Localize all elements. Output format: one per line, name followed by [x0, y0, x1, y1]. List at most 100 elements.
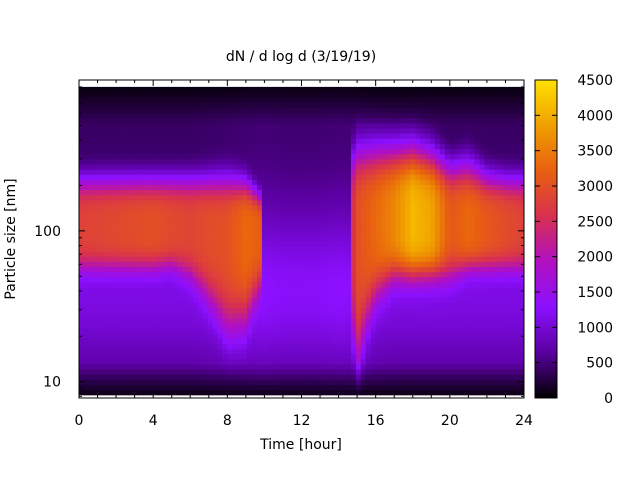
heatmap-cell: [93, 245, 100, 252]
heatmap-cell: [168, 297, 174, 303]
heatmap-cell: [83, 271, 90, 278]
heatmap-cell: [93, 204, 100, 211]
heatmap-cell: [405, 220, 411, 227]
heatmap-cell: [331, 276, 337, 283]
heatmap-cell: [449, 358, 456, 365]
heatmap-cell: [247, 133, 253, 139]
heatmap-cell: [271, 256, 278, 262]
heatmap-cell: [479, 343, 486, 350]
heatmap-cell: [192, 297, 199, 303]
heatmap-cell: [365, 358, 372, 365]
heatmap-cell: [197, 256, 204, 262]
heatmap-cell: [217, 107, 223, 114]
heatmap-cell: [222, 168, 228, 175]
heatmap-cell: [484, 92, 490, 98]
heatmap-cell: [375, 210, 382, 216]
heatmap-cell: [405, 276, 411, 283]
heatmap-cell: [222, 117, 228, 124]
heatmap-cell: [207, 220, 214, 227]
heatmap-cell: [242, 92, 248, 98]
heatmap-cell: [390, 86, 397, 93]
heatmap-cell: [197, 245, 204, 252]
heatmap-cell: [187, 245, 194, 252]
heatmap-cell: [113, 168, 120, 175]
heatmap-cell: [336, 220, 342, 227]
heatmap-cell: [103, 92, 110, 98]
heatmap-cell: [247, 179, 253, 185]
heatmap-cell: [479, 281, 486, 288]
heatmap-cell: [187, 138, 194, 144]
heatmap-cell: [360, 343, 367, 350]
heatmap-cell: [202, 168, 209, 175]
heatmap-cell: [479, 163, 486, 170]
heatmap-cell: [415, 353, 421, 360]
heatmap-cell: [108, 86, 115, 93]
heatmap-cell: [271, 261, 278, 268]
heatmap-cell: [360, 168, 367, 175]
heatmap-cell: [360, 271, 367, 278]
heatmap-cell: [430, 240, 436, 247]
heatmap-cell: [168, 127, 174, 134]
heatmap-cell: [390, 168, 397, 175]
heatmap-cell: [439, 189, 446, 196]
heatmap-cell: [88, 153, 95, 160]
heatmap-cell: [153, 281, 159, 288]
heatmap-cell: [291, 153, 298, 160]
heatmap-cell: [237, 194, 243, 201]
heatmap-cell: [128, 353, 134, 360]
heatmap-cell: [266, 374, 273, 380]
heatmap-cell: [192, 215, 199, 221]
heatmap-cell: [143, 379, 149, 386]
heatmap-cell: [390, 307, 397, 314]
heatmap-cell: [454, 143, 461, 150]
heatmap-cell: [385, 199, 392, 206]
heatmap-cell: [113, 384, 120, 391]
heatmap-cell: [257, 86, 263, 93]
heatmap-cell: [103, 271, 110, 278]
heatmap-cell: [118, 317, 125, 324]
heatmap-cell: [148, 122, 154, 129]
heatmap-cell: [133, 317, 139, 324]
heatmap-cell: [202, 133, 209, 139]
heatmap-cell: [93, 343, 100, 350]
heatmap-cell: [385, 107, 392, 114]
heatmap-cell: [252, 184, 258, 191]
heatmap-cell: [177, 261, 184, 268]
heatmap-cell: [197, 297, 204, 303]
heatmap-cell: [355, 363, 362, 370]
heatmap-cell: [341, 369, 347, 375]
heatmap-cell: [103, 348, 110, 355]
heatmap-cell: [207, 312, 214, 319]
heatmap-cell: [326, 251, 332, 257]
heatmap-cell: [88, 338, 95, 345]
heatmap-cell: [395, 281, 401, 288]
heatmap-cell: [202, 112, 209, 119]
heatmap-cell: [177, 127, 184, 134]
heatmap-cell: [158, 312, 164, 319]
heatmap-cell: [103, 374, 110, 380]
heatmap-cell: [202, 312, 209, 319]
heatmap-cell: [405, 210, 411, 216]
heatmap-cell: [301, 220, 308, 227]
heatmap-cell: [252, 322, 258, 329]
heatmap-cell: [425, 230, 431, 237]
heatmap-cell: [88, 235, 95, 242]
heatmap-cell: [484, 225, 490, 232]
heatmap-cell: [291, 220, 298, 227]
heatmap-cell: [143, 184, 149, 191]
heatmap-cell: [222, 317, 228, 324]
heatmap-cell: [420, 363, 426, 370]
heatmap-cell: [93, 148, 100, 155]
heatmap-cell: [187, 230, 194, 237]
heatmap-cell: [291, 204, 298, 211]
heatmap-cell: [341, 204, 347, 211]
heatmap-cell: [370, 133, 377, 139]
heatmap-cell: [88, 215, 95, 221]
heatmap-cell: [435, 122, 441, 129]
heatmap-cell: [489, 363, 495, 370]
heatmap-cell: [172, 143, 179, 150]
heatmap-cell: [326, 240, 332, 247]
heatmap-cell: [88, 307, 95, 314]
heatmap-cell: [479, 174, 486, 180]
heatmap-cell: [222, 322, 228, 329]
